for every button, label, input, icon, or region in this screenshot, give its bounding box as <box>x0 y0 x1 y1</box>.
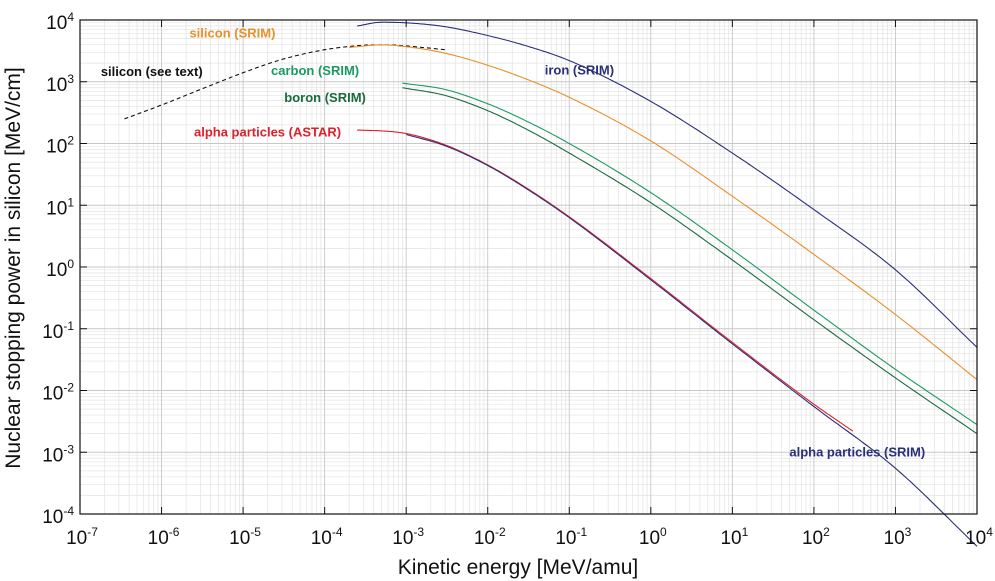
series-line-alpha-particles-astar <box>357 129 854 432</box>
x-tick-label: 102 <box>802 525 830 549</box>
y-tick-label: 10-2 <box>42 381 74 405</box>
y-axis-title: Nuclear stopping power in silicon [MeV/c… <box>2 67 25 469</box>
series-line-carbon-srim <box>402 82 978 426</box>
series-line-iron-srim <box>357 21 978 348</box>
x-tick-label: 10-3 <box>392 525 424 549</box>
x-tick-label: 10-6 <box>148 525 180 549</box>
series-label: carbon (SRIM) <box>271 63 359 78</box>
x-tick-label: 10-2 <box>474 525 506 549</box>
y-tick-label: 102 <box>46 134 74 158</box>
x-tick-label: 10-7 <box>66 525 98 549</box>
series-label: alpha particles (SRIM) <box>789 445 925 460</box>
series-labels: silicon (SRIM) silicon (see text) carbon (… <box>101 26 925 460</box>
grid-major <box>79 19 978 515</box>
series-line-silicon-srim <box>349 44 978 381</box>
series-label: alpha particles (ASTAR) <box>194 124 341 139</box>
y-tick-label: 10-1 <box>42 319 74 343</box>
axis-ticks: 10-7 10-6 10-5 10-4 10-3 10-2 10-1 100 101 102 103… <box>42 10 993 549</box>
series-label: silicon (SRIM) <box>189 26 275 41</box>
x-tick-label: 104 <box>965 525 993 549</box>
x-tick-label: 100 <box>639 525 667 549</box>
series-label: iron (SRIM) <box>545 63 614 78</box>
y-tick-label: 100 <box>46 257 74 281</box>
x-tick-label: 10-1 <box>555 525 587 549</box>
series-lines <box>124 21 978 547</box>
y-tick-label: 104 <box>46 10 74 34</box>
series-line-alpha-particles-srim <box>406 133 978 547</box>
y-tick-label: 103 <box>46 72 74 96</box>
series-line-boron-srim <box>402 87 978 435</box>
x-tick-label: 10-4 <box>311 525 343 549</box>
series-line-silicon-see-text <box>124 44 446 120</box>
series-label: boron (SRIM) <box>284 90 366 105</box>
series-label: silicon (see text) <box>101 64 203 79</box>
x-tick-label: 101 <box>720 525 748 549</box>
x-tick-label: 10-5 <box>229 525 261 549</box>
y-tick-label: 10-3 <box>42 442 74 466</box>
x-tick-label: 103 <box>884 525 912 549</box>
x-axis-title: Kinetic energy [MeV/amu] <box>398 556 638 579</box>
y-tick-label: 10-4 <box>42 504 74 528</box>
y-tick-label: 101 <box>46 195 74 219</box>
